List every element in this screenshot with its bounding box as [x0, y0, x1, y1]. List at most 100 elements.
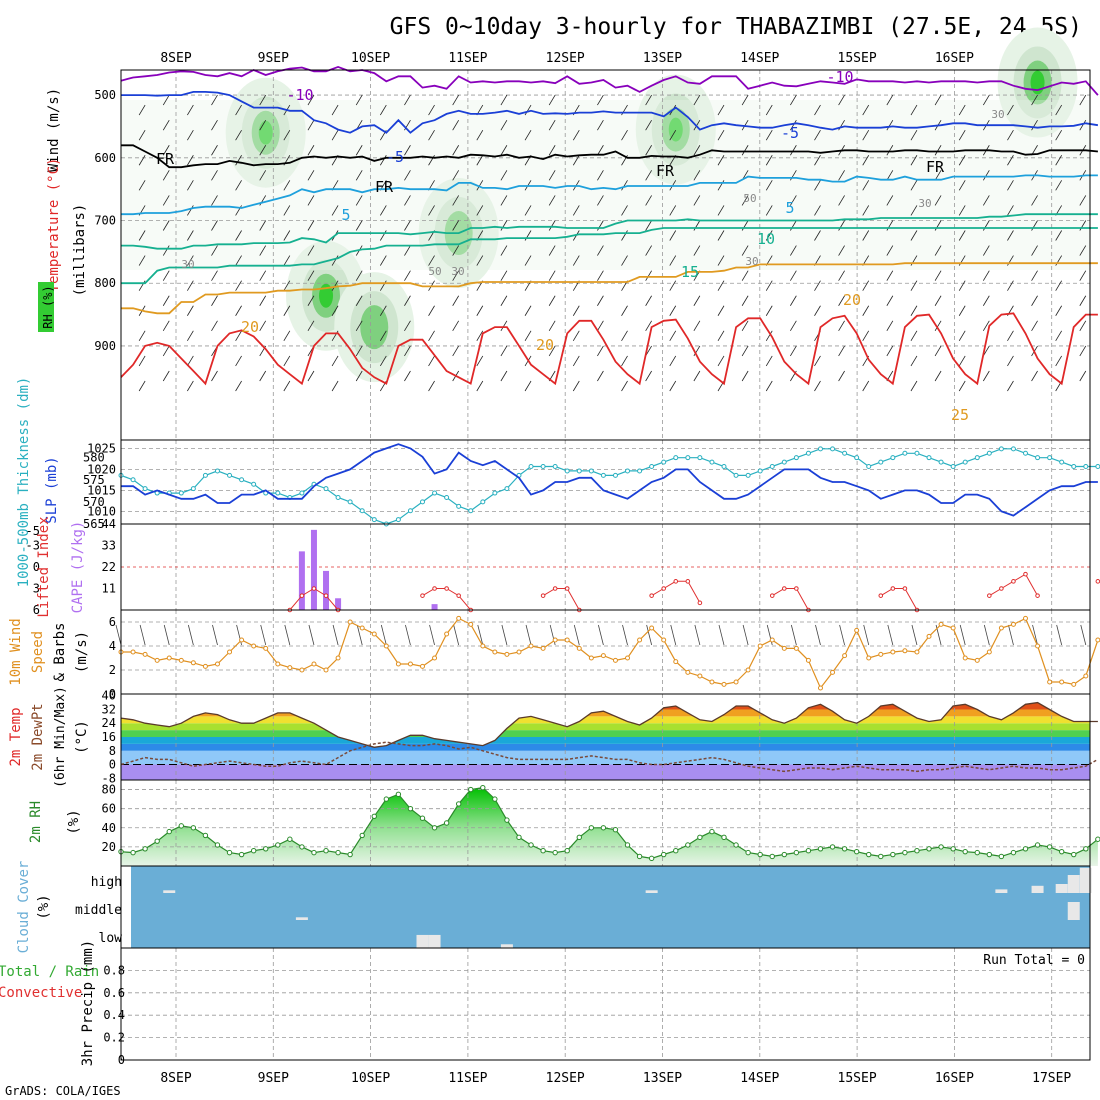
wind-barb: [717, 104, 725, 116]
wind-barb: [259, 94, 267, 106]
wind-barb: [958, 330, 966, 342]
wind-barb: [886, 245, 894, 256]
wind-barb: [283, 380, 291, 392]
wind-barb: [597, 295, 604, 306]
wind-speed-point: [492, 649, 498, 655]
rh2m-point: [914, 848, 920, 854]
precip-total-rain-label: Total / Rain: [0, 964, 99, 980]
wind-barb: [910, 355, 918, 367]
wind-barb: [790, 94, 797, 106]
thickness-point: [914, 450, 920, 456]
wind-barb: [910, 380, 918, 392]
slp-tick-label: 1025: [87, 441, 116, 455]
wind-speed-line: [121, 617, 1099, 690]
lifted-index-point: [540, 593, 546, 598]
wind-barb: [428, 355, 435, 367]
wind-barb: [1031, 119, 1038, 131]
wind-barb: [452, 345, 460, 357]
wind-barb: [862, 155, 870, 166]
rh-legend-swatch: [38, 282, 54, 332]
thickness-point: [854, 455, 860, 461]
cloud-cover-bar-high: [645, 890, 658, 893]
wind-barb: [717, 305, 725, 316]
wind-barb: [355, 270, 363, 281]
wind-speed-point: [974, 657, 980, 663]
wind-barb: [1079, 119, 1087, 131]
x-date-top-label: 8SEP: [160, 51, 191, 66]
wind-barb: [235, 380, 242, 392]
wind-barb: [211, 245, 218, 256]
wind-ylabel-line2: Speed: [30, 631, 46, 673]
wind-barb: [162, 119, 170, 131]
thickness-point: [697, 455, 703, 461]
thickness-point: [998, 446, 1004, 452]
thickness-point: [588, 468, 594, 474]
thickness-point: [239, 477, 245, 483]
wind-barb: [500, 295, 508, 306]
surface-wind-barb: [1032, 624, 1038, 646]
wind-barb: [814, 280, 821, 291]
wind-barb: [862, 230, 870, 241]
wind-barb: [307, 119, 315, 131]
thickness-point: [974, 455, 980, 461]
temp-ylabel-line1: 2m Temp: [8, 707, 24, 766]
wind-tick-label: 0: [109, 687, 116, 701]
wind-barb: [741, 119, 749, 131]
wind-barb: [838, 270, 845, 281]
wind-barb: [790, 195, 797, 206]
wind-barb: [1007, 330, 1014, 342]
wind-barb: [958, 205, 966, 216]
precip-tick-label: 0.2: [103, 1031, 125, 1045]
temperature-contour-5: [121, 174, 1098, 216]
wind-barb: [741, 245, 749, 256]
rh2m-point: [528, 842, 534, 848]
cape-ylabel: CAPE (J/kg): [70, 521, 86, 614]
rh2m-point: [263, 846, 269, 852]
wind-barb: [790, 270, 797, 281]
surface-wind-barb: [380, 624, 387, 646]
wind-barb: [645, 245, 652, 256]
wind-barb: [790, 119, 797, 131]
wind-barb: [910, 305, 918, 316]
wind-barb: [211, 220, 218, 231]
thickness-point: [359, 508, 365, 514]
wind-barb: [958, 230, 966, 241]
wind-barb: [548, 345, 556, 357]
cloud-ylabel-units: (%): [36, 894, 52, 919]
wind-barb: [187, 255, 194, 266]
surface-wind-barb: [983, 624, 990, 646]
wind-barb: [1031, 195, 1038, 206]
wind-barb: [1079, 94, 1087, 106]
rh2m-point: [612, 826, 619, 833]
thickness-point: [395, 517, 401, 523]
thickness-point: [468, 508, 474, 514]
rh2m-point: [588, 825, 595, 831]
wind-barb: [379, 330, 387, 342]
chart-title: GFS 0~10day 3-hourly for THABAZIMBI (27.…: [390, 14, 1082, 40]
wind-barb: [814, 380, 821, 392]
wind-barb: [1031, 320, 1038, 332]
wind-speed-point: [842, 653, 848, 659]
wind10m-frame: [120, 609, 1091, 695]
contour-label: FR: [926, 158, 945, 176]
wind-barb: [500, 320, 508, 332]
wind-barb: [235, 280, 242, 291]
thickness-point: [649, 464, 655, 470]
wind-barb: [838, 245, 845, 256]
wind-barb: [621, 330, 628, 342]
rh2m-point: [636, 853, 643, 860]
thickness-point: [1071, 464, 1077, 470]
thickness-tick-label: 575: [83, 473, 105, 487]
wind-speed-point: [190, 660, 196, 666]
wind-barb: [862, 330, 870, 342]
wind-barb: [886, 345, 894, 357]
rh2m-point: [721, 834, 727, 841]
wind-barb: [138, 380, 146, 392]
temp-bands: [121, 702, 1090, 780]
wind-tick-label: 2: [109, 663, 116, 677]
lifted-index-ylabel: Lifted Index: [36, 516, 52, 617]
temp-tick-label: 8: [109, 744, 116, 758]
wind-barb: [934, 195, 942, 206]
rh2m-point: [455, 801, 462, 807]
wind-speed-point: [287, 665, 293, 671]
